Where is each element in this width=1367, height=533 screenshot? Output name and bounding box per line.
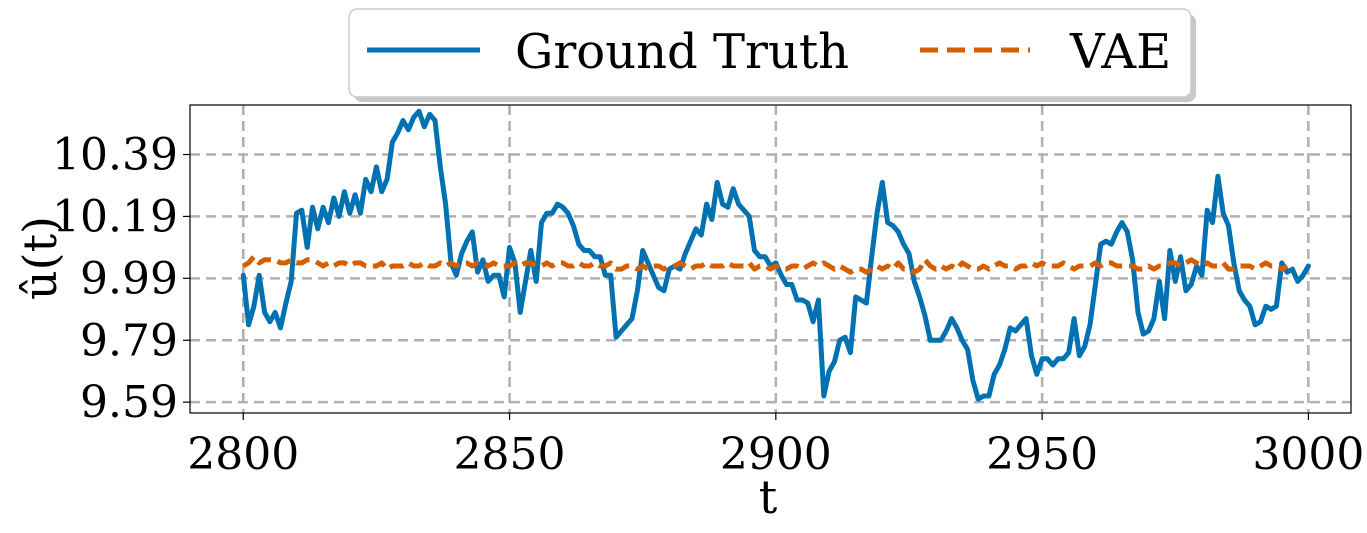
legend-box	[348, 8, 1192, 98]
y-tick-label: 9.79	[80, 315, 178, 366]
x-tick-label: 2850	[454, 429, 566, 480]
series-line-ground-truth	[240, 108, 1311, 402]
x-tick-label: 2950	[986, 429, 1098, 480]
grid	[190, 105, 1351, 413]
plot-frame	[189, 104, 1352, 414]
y-axis: 9.59 9.79 9.99 10.19 10.39	[52, 130, 190, 428]
x-axis-label: t	[759, 470, 778, 524]
x-tick-label: 2900	[720, 429, 832, 480]
x-tick-label: 3000	[1252, 429, 1364, 480]
y-tick-label: 10.19	[52, 191, 178, 242]
y-tick-label: 10.39	[52, 130, 178, 181]
legend-label-ground-truth: Ground Truth	[515, 24, 849, 80]
x-tick-label: 2800	[187, 429, 299, 480]
y-tick-label: 9.59	[80, 377, 178, 428]
legend-label-vae: VAE	[1069, 24, 1171, 80]
y-tick-label: 9.99	[80, 253, 178, 304]
series-group	[240, 108, 1311, 402]
y-axis-label: û(t)	[13, 216, 67, 300]
x-axis: 2800 2850 2900 2950 3000	[187, 413, 1364, 480]
series-line-vae	[242, 254, 1289, 275]
legend: Ground Truth VAE	[348, 8, 1196, 102]
